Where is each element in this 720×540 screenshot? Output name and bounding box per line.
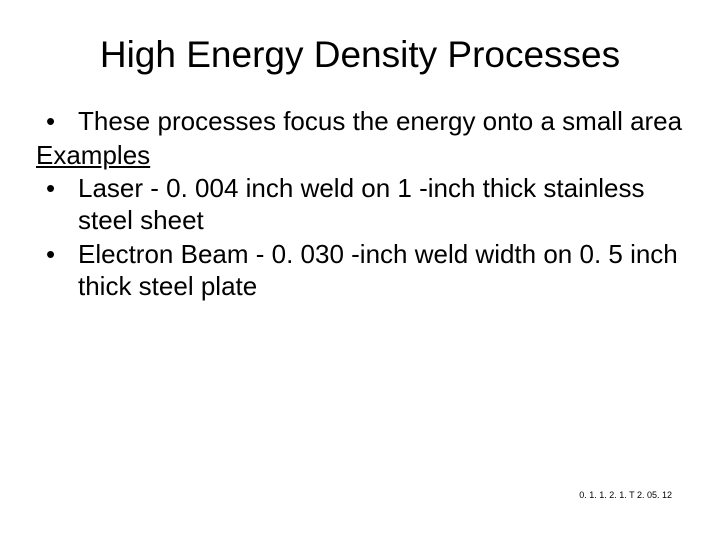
bullet-text: Laser - 0. 004 inch weld on 1 -inch thic… <box>78 173 684 236</box>
examples-heading: Examples <box>36 140 684 172</box>
slide-title: High Energy Density Processes <box>36 34 684 76</box>
slide: High Energy Density Processes • These pr… <box>0 0 720 540</box>
footer-code: 0. 1. 1. 2. 1. T 2. 05. 12 <box>579 490 672 500</box>
bullet-item: • Laser - 0. 004 inch weld on 1 -inch th… <box>36 173 684 236</box>
bullet-item: • Electron Beam - 0. 030 -inch weld widt… <box>36 239 684 302</box>
bullet-dot-icon: • <box>36 106 78 138</box>
bullet-dot-icon: • <box>36 173 78 236</box>
bullet-text: Electron Beam - 0. 030 -inch weld width … <box>78 239 684 302</box>
slide-body: • These processes focus the energy onto … <box>36 106 684 302</box>
bullet-dot-icon: • <box>36 239 78 302</box>
bullet-text: These processes focus the energy onto a … <box>78 106 684 138</box>
bullet-item: • These processes focus the energy onto … <box>36 106 684 138</box>
